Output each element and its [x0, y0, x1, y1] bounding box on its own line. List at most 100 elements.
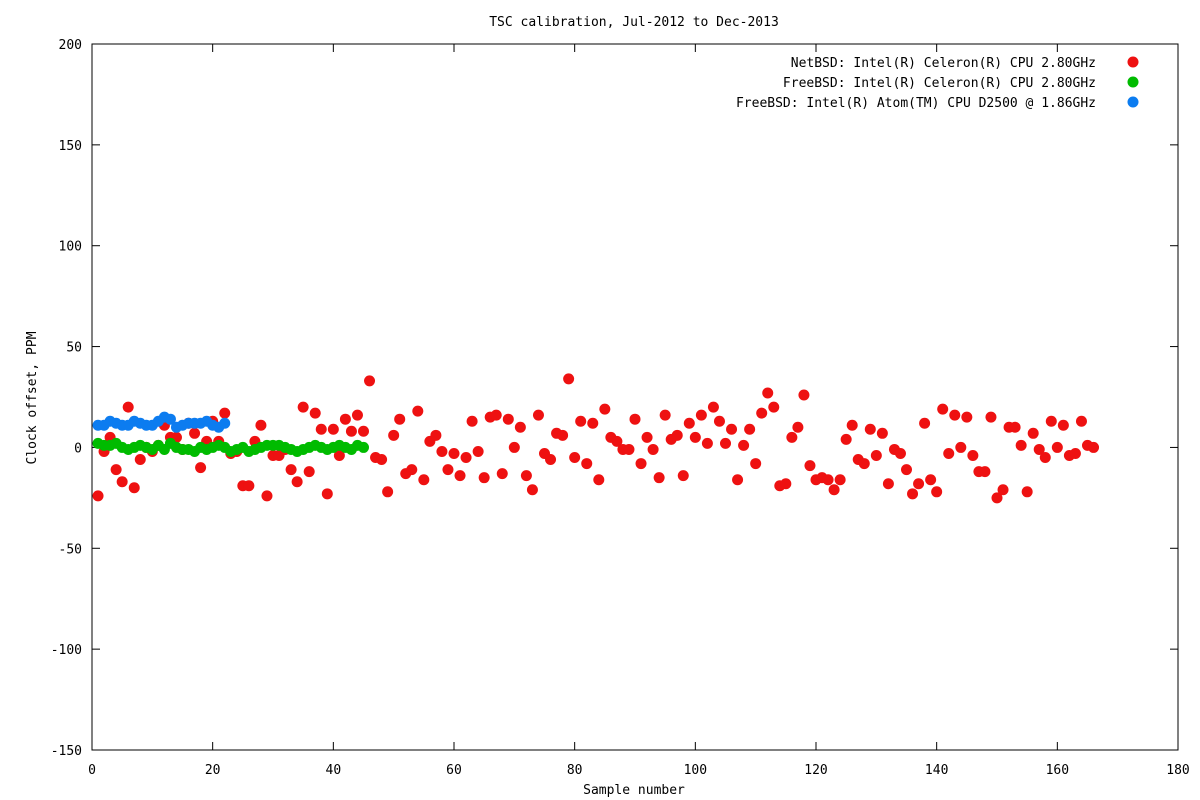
data-point: [315, 423, 327, 435]
data-point: [189, 427, 201, 439]
data-point: [303, 466, 315, 478]
data-point: [804, 460, 816, 472]
data-point: [1057, 419, 1069, 431]
data-point: [858, 458, 870, 470]
data-point: [907, 488, 919, 500]
data-point: [985, 411, 997, 423]
data-point: [1051, 441, 1063, 453]
data-point: [1009, 421, 1021, 433]
data-point: [321, 488, 333, 500]
y-tick-label: -150: [51, 744, 82, 759]
data-point: [1088, 441, 1100, 453]
data-point: [1015, 439, 1027, 451]
data-point: [309, 407, 321, 419]
data-point: [901, 464, 912, 476]
y-tick-label: -100: [51, 643, 82, 658]
data-point: [937, 403, 949, 415]
data-point: [478, 472, 490, 484]
data-point: [768, 401, 780, 413]
data-point: [647, 443, 659, 455]
data-point: [991, 492, 1003, 504]
data-point: [297, 401, 309, 413]
data-point: [707, 401, 719, 413]
data-point: [882, 478, 894, 490]
data-point: [92, 490, 104, 502]
data-point: [466, 415, 478, 427]
axis-ticks: [91, 43, 1179, 751]
data-points: [92, 373, 1100, 504]
data-point: [1027, 427, 1039, 439]
data-point: [979, 466, 991, 478]
data-point: [629, 413, 641, 425]
x-axis-label: Sample number: [583, 783, 685, 798]
data-point: [701, 437, 713, 449]
data-point: [689, 431, 701, 443]
data-point: [243, 480, 255, 492]
data-point: [195, 462, 207, 474]
axis-tick-labels: 0 20 40 60 80 100 120 140 160 180 -150 -100 -50 0 50 10…: [51, 38, 1190, 778]
data-point: [508, 441, 520, 453]
data-point: [894, 447, 906, 459]
data-point: [593, 474, 605, 486]
data-point: [460, 452, 472, 464]
data-point: [1021, 486, 1033, 498]
data-point: [285, 464, 297, 476]
series-1: [92, 373, 1100, 504]
legend-marker: [1127, 56, 1139, 68]
data-point: [394, 413, 406, 425]
data-point: [955, 441, 967, 453]
data-point: [454, 470, 466, 482]
data-point: [327, 423, 339, 435]
data-point: [671, 429, 683, 441]
x-tick-label: 60: [446, 763, 462, 778]
data-point: [1069, 447, 1081, 459]
data-point: [1039, 452, 1051, 464]
y-tick-label: 50: [66, 341, 82, 356]
data-point: [870, 449, 882, 461]
legend-label: FreeBSD: Intel(R) Atom(TM) CPU D2500 @ 1…: [736, 96, 1096, 111]
data-point: [358, 441, 369, 453]
x-tick-label: 100: [684, 763, 707, 778]
legend: NetBSD: Intel(R) Celeron(R) CPU 2.80GHz F…: [736, 56, 1139, 111]
y-tick-label: 150: [59, 139, 82, 154]
data-point: [134, 454, 146, 466]
data-point: [255, 419, 267, 431]
data-point: [514, 421, 526, 433]
data-point: [333, 449, 345, 461]
data-point: [949, 409, 961, 421]
data-point: [599, 403, 611, 415]
data-point: [876, 427, 888, 439]
data-point: [780, 478, 792, 490]
y-tick-label: 100: [59, 240, 82, 255]
data-point: [695, 409, 707, 421]
data-point: [520, 470, 532, 482]
data-point: [1045, 415, 1057, 427]
y-tick-label: 0: [74, 441, 82, 456]
data-point: [738, 439, 750, 451]
data-point: [792, 421, 804, 433]
data-point: [1033, 443, 1045, 455]
data-point: [798, 389, 810, 401]
x-tick-label: 80: [567, 763, 583, 778]
data-point: [490, 409, 502, 421]
data-point: [581, 458, 593, 470]
data-point: [412, 405, 424, 417]
data-point: [418, 474, 430, 486]
data-point: [750, 458, 762, 470]
data-point: [659, 409, 671, 421]
data-point: [732, 474, 744, 486]
legend-marker: [1127, 76, 1139, 88]
data-point: [913, 478, 925, 490]
data-point: [358, 425, 369, 437]
data-point: [623, 443, 635, 455]
data-point: [436, 445, 448, 457]
data-point: [526, 484, 538, 496]
data-point: [351, 409, 363, 421]
data-point: [762, 387, 774, 399]
data-point: [472, 445, 484, 457]
data-point: [611, 435, 623, 447]
data-point: [931, 486, 943, 498]
data-point: [864, 423, 876, 435]
y-tick-label: -50: [59, 542, 82, 557]
data-point: [430, 429, 442, 441]
